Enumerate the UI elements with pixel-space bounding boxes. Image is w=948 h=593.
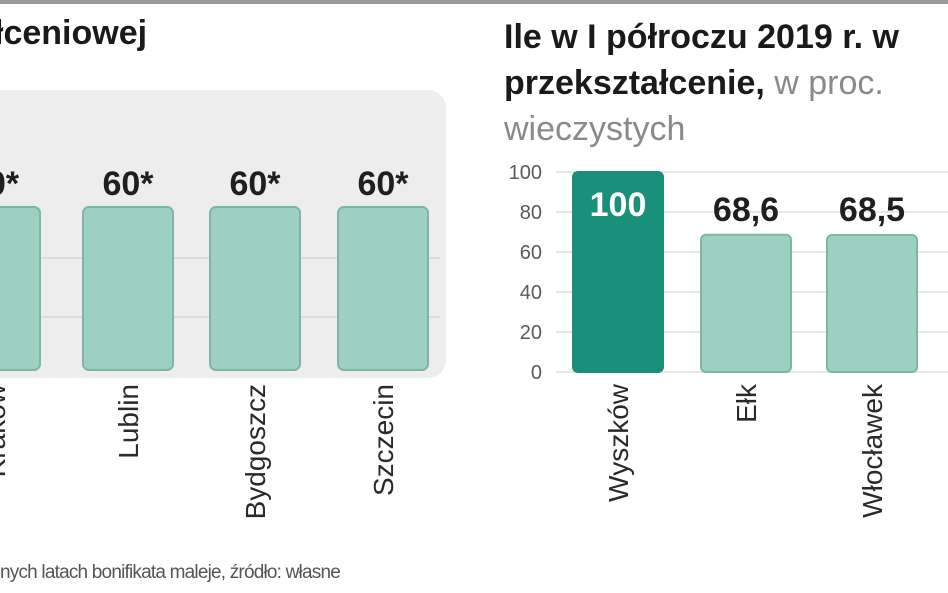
left-bar-1	[82, 206, 174, 371]
right-ytick-label-0: 0	[531, 362, 542, 384]
right-title-unit: w proc.	[764, 64, 884, 102]
right-bar-1	[700, 233, 792, 373]
top-rule	[0, 0, 948, 4]
right-title-bold: przekształcenie,	[504, 64, 765, 102]
right-title-line2: przekształcenie, w proc.	[504, 60, 899, 106]
right-value-label-2: 68,5	[839, 191, 905, 229]
right-bar-2	[826, 234, 918, 373]
left-value-label-2: 60*	[229, 165, 281, 203]
footnote: nych latach bonifikata maleje, źródło: w…	[0, 562, 341, 583]
left-value-label-0: 0*	[0, 165, 20, 203]
right-ytick-label-2: 40	[520, 282, 542, 304]
left-chart-title: łceniowej	[0, 14, 148, 52]
left-bar-3	[337, 206, 429, 371]
left-category-label-2: Bydgoszcz	[240, 384, 271, 519]
right-value-label-0: 100	[590, 186, 647, 224]
right-category-label-1: Ełk	[731, 383, 762, 423]
left-category-label-3: Szczecin	[368, 384, 399, 496]
left-category-label-0: Kraków	[0, 383, 11, 477]
right-ytick-label-4: 80	[520, 202, 542, 224]
right-title-line3: wieczystych	[504, 110, 686, 148]
left-bar-0	[0, 206, 41, 371]
right-ytick-label-1: 20	[520, 322, 542, 344]
right-category-label-0: Wyszków	[603, 383, 634, 502]
right-ytick-label-3: 60	[520, 242, 542, 264]
right-bar-0	[572, 171, 664, 373]
right-value-label-1: 68,6	[713, 191, 779, 229]
right-category-label-2: Włocławek	[857, 383, 888, 518]
right-chart-title: Ile w I półroczu 2019 r. w przekształcen…	[504, 14, 899, 152]
left-category-label-1: Lublin	[113, 384, 144, 459]
left-value-label-3: 60*	[357, 165, 409, 203]
right-title-line1: Ile w I półroczu 2019 r. w	[504, 18, 899, 56]
right-ytick-label-5: 100	[509, 162, 542, 184]
left-value-label-1: 60*	[102, 165, 154, 203]
left-bar-2	[209, 206, 301, 371]
